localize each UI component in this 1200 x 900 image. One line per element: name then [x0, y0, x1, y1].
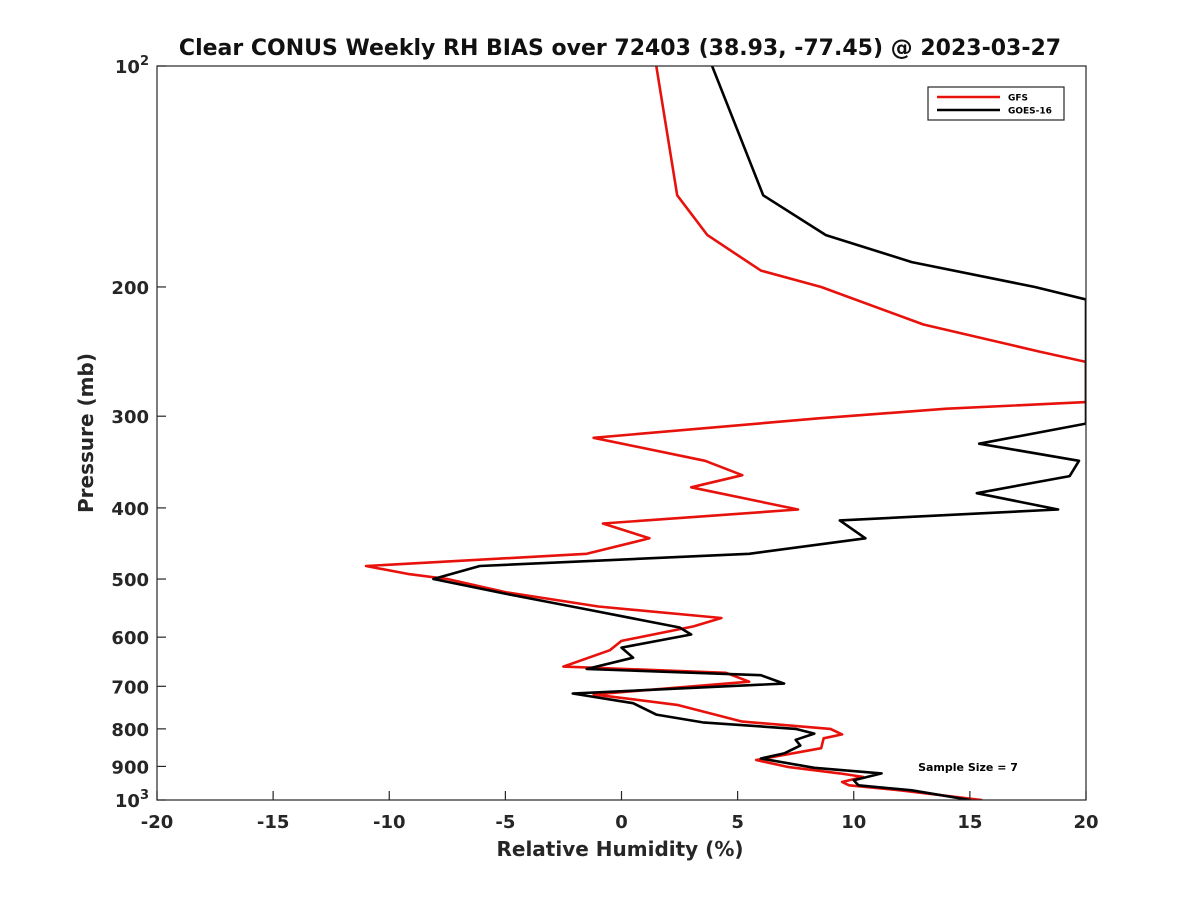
y-axis: 102 200 300 400 500 600 700 800 900 103: [111, 54, 166, 812]
legend-label: GFS: [1008, 94, 1028, 104]
series-line-gfs: [364, 66, 1086, 800]
x-tick-label: -10: [373, 812, 406, 833]
y-tick-label: 500: [111, 570, 149, 591]
x-tick-label: 20: [1073, 812, 1098, 833]
legend-box: [927, 86, 1065, 121]
x-axis: -20 -15 -10 -5 0 5 10 15 20: [141, 791, 1099, 833]
y-axis-label: Pressure (mb): [74, 353, 98, 513]
y-tick-label: 103: [115, 788, 149, 812]
y-tick-label: 400: [111, 499, 149, 520]
series-layer: [364, 66, 1086, 800]
sample-size-annotation: Sample Size = 7: [918, 761, 1018, 774]
legend-label: GOES-16: [1008, 107, 1052, 117]
x-tick-label: -20: [141, 812, 174, 833]
x-tick-label: 15: [957, 812, 982, 833]
x-tick-label: 0: [615, 812, 628, 833]
plot-area: [156, 65, 1087, 801]
y-tick-label: 102: [115, 54, 149, 78]
y-tick-label: 700: [111, 677, 149, 698]
x-tick-label: -15: [257, 812, 290, 833]
chart-title: Clear CONUS Weekly RH BIAS over 72403 (3…: [179, 36, 1061, 61]
x-tick-label: -5: [495, 812, 515, 833]
x-tick-label: 10: [841, 812, 866, 833]
y-tick-label: 300: [111, 407, 149, 428]
x-tick-label: 5: [731, 812, 744, 833]
x-axis-label: Relative Humidity (%): [496, 837, 743, 861]
y-tick-label: 600: [111, 628, 149, 649]
y-tick-label: 800: [111, 720, 149, 741]
series-line-goes-16: [432, 66, 1086, 800]
y-tick-label: 200: [111, 278, 149, 299]
legend: GFS GOES-16: [927, 86, 1065, 121]
y-tick-label: 900: [111, 757, 149, 778]
